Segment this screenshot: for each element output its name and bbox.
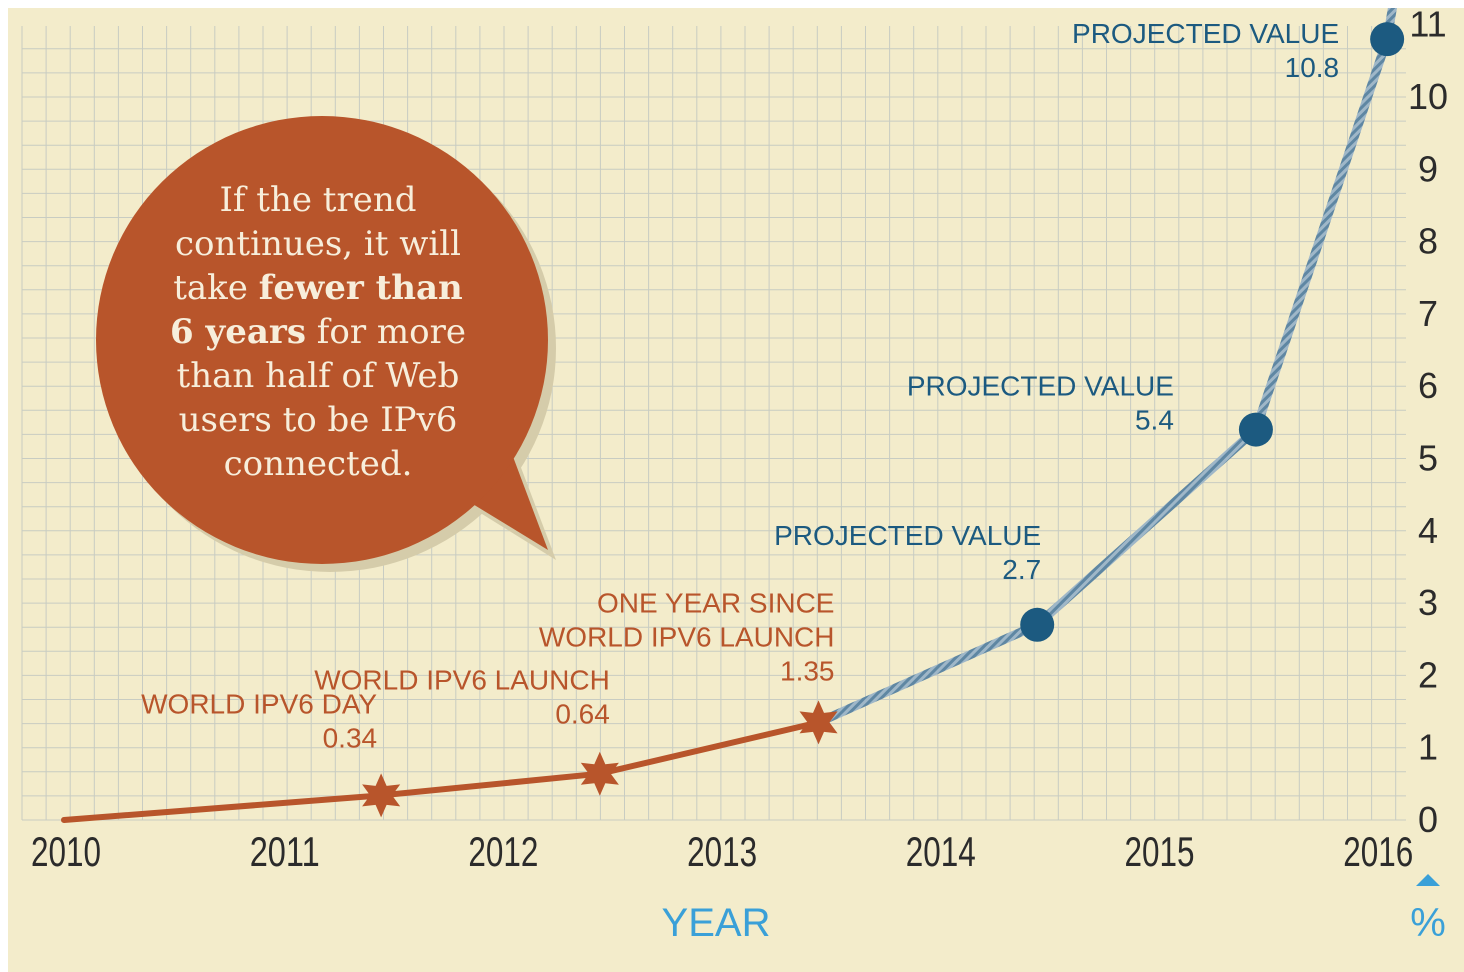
annotation-value: 5.4 <box>1135 405 1174 436</box>
annotation-value: 2.7 <box>1002 554 1041 585</box>
dot-marker <box>1238 412 1273 447</box>
annotation-value: 0.64 <box>555 699 610 730</box>
dot-marker <box>1370 22 1405 57</box>
y-tick-label: 3 <box>1418 582 1438 623</box>
y-tick-label: 5 <box>1418 438 1438 479</box>
x-tick-label: 2014 <box>906 828 976 875</box>
annotation-value: 10.8 <box>1285 52 1340 83</box>
callout-line: take fewer than <box>128 266 508 310</box>
annotation-label: PROJECTED VALUE <box>907 371 1174 402</box>
x-axis-title: YEAR <box>662 901 771 945</box>
x-tick-label: 2015 <box>1125 828 1195 875</box>
y-tick-label: 1 <box>1418 727 1438 768</box>
y-tick-label: 0 <box>1418 799 1438 840</box>
callout-line: 6 years for more <box>128 310 508 354</box>
y-tick-label: 2 <box>1418 654 1438 695</box>
annotation-label: PROJECTED VALUE <box>1072 18 1339 49</box>
y-tick-label: 7 <box>1418 293 1438 334</box>
star-marker <box>580 751 619 796</box>
annotation-label: PROJECTED VALUE <box>774 520 1041 551</box>
star-marker <box>799 700 838 745</box>
callout-body <box>96 116 548 564</box>
dot-marker <box>1020 607 1055 642</box>
x-tick-label: 2010 <box>31 828 101 875</box>
y-tick-label: 4 <box>1418 510 1438 551</box>
x-tick-label: 2012 <box>468 828 538 875</box>
projected-series-line <box>814 34 1392 727</box>
y-axis-title: % <box>1410 901 1446 945</box>
chart-stage: 2010 2011 2012 2013 2014 2015 2016 0 1 2 3 4 5 6 7 8 9 1… <box>8 8 1464 972</box>
callout-line: users to be IPv6 <box>178 400 458 440</box>
x-tick-label: 2011 <box>250 828 320 875</box>
annotation-label: WORLD IPV6 LAUNCH <box>539 621 835 652</box>
annotation-label: ONE YEAR SINCE <box>597 587 835 618</box>
annotation-value: 0.34 <box>323 722 378 753</box>
y-tick-label: 11 <box>1409 8 1446 45</box>
y-axis-ticks: 0 1 2 3 4 5 6 7 8 9 10 11 <box>1408 8 1448 840</box>
x-axis-ticks: 2010 2011 2012 2013 2014 2015 2016 <box>31 828 1413 875</box>
ipv6-adoption-chart: 2010 2011 2012 2013 2014 2015 2016 0 1 2 3 4 5 6 7 8 9 1… <box>21 8 1448 945</box>
y-tick-label: 8 <box>1418 221 1438 262</box>
up-arrow-icon <box>1416 874 1440 886</box>
annotation-label: WORLD IPV6 DAY <box>141 688 377 719</box>
star-marker <box>362 773 401 818</box>
callout-bubble <box>96 116 556 572</box>
annotation-label: WORLD IPV6 LAUNCH <box>314 665 610 696</box>
callout-fragment: take <box>173 268 259 308</box>
callout-text: If the trend continues, it will take few… <box>128 178 508 486</box>
callout-emphasis: fewer than <box>258 268 463 308</box>
chart-markers <box>362 22 1405 818</box>
annotation-value: 1.35 <box>780 655 835 686</box>
callout-line: If the trend <box>219 180 417 220</box>
callout-line: than half of Web <box>176 356 460 396</box>
callout-line: connected. <box>223 444 413 484</box>
y-tick-label: 9 <box>1418 148 1438 189</box>
x-tick-label: 2016 <box>1343 828 1413 875</box>
y-tick-label: 6 <box>1418 365 1438 406</box>
callout-line: continues, it will <box>175 224 461 264</box>
x-tick-label: 2013 <box>687 828 757 875</box>
callout-emphasis: 6 years <box>170 312 306 352</box>
y-tick-label: 10 <box>1408 76 1448 117</box>
actual-series-line <box>61 719 822 823</box>
callout-fragment: for more <box>305 312 466 352</box>
